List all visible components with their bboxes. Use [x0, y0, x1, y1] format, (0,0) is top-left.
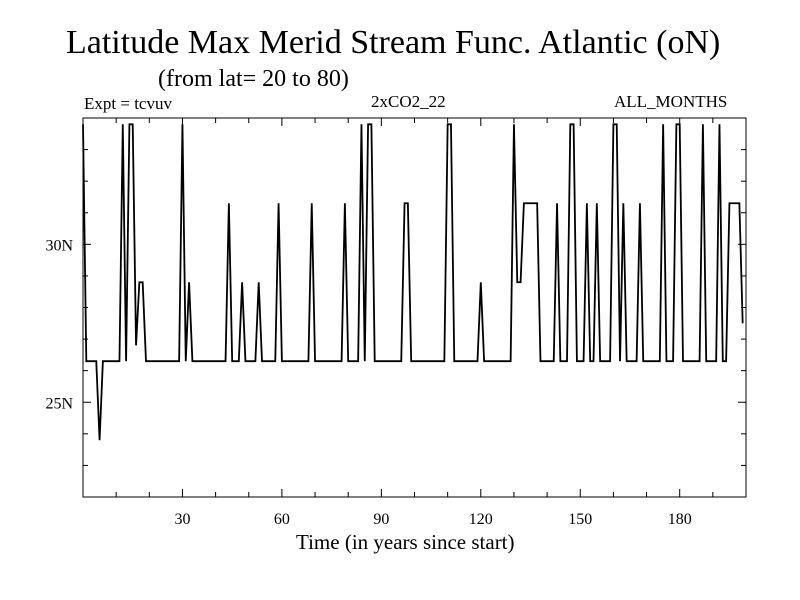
- x-tick-label: 120: [469, 511, 493, 528]
- series-line: [82, 123, 744, 441]
- y-tick-label: 25N: [45, 395, 73, 412]
- series-layer: [82, 123, 744, 441]
- run-label: 2xCO2_22: [371, 92, 446, 111]
- axes: 30 60 90 120 150 180 25N 30N: [45, 117, 746, 528]
- x-tick-label: 150: [568, 511, 592, 528]
- experiment-label: Expt = tcvuv: [84, 94, 172, 113]
- x-tick-label: 30: [174, 511, 190, 528]
- x-tick-label: 60: [274, 511, 290, 528]
- x-axis-label: Time (in years since start): [296, 530, 515, 554]
- chart-subtitle: (from lat= 20 to 80): [158, 66, 349, 92]
- period-label: ALL_MONTHS: [614, 92, 728, 111]
- x-tick-label: 90: [373, 511, 389, 528]
- x-tick-label: 180: [668, 511, 692, 528]
- chart-title: Latitude Max Merid Stream Func. Atlantic…: [66, 24, 721, 61]
- y-tick-label: 30N: [45, 237, 73, 254]
